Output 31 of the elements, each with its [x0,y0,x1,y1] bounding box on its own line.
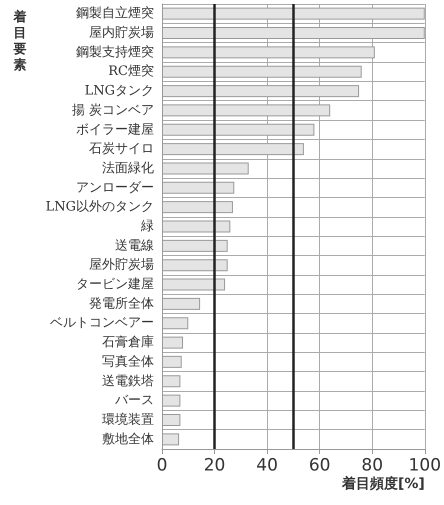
x-tick-label: 80 [361,456,384,476]
x-tick-label: 40 [256,456,278,476]
y-tick-label: タービン建屋 [76,277,154,292]
y-tick-label: 鋼製支持煙突 [76,44,154,60]
y-tick-label: 法面緑化 [102,160,154,176]
y-tick-label: LNG以外のタンク [46,200,154,215]
y-tick-label: 送電線 [115,238,154,254]
y-tick-label: ベルトコンベアー [50,316,154,331]
y-tick-label: RC煙突 [108,64,154,80]
x-axis-title: 着目頻度[%] [340,475,425,492]
y-tick-label: 鋼製自立煙突 [76,5,154,22]
y-tick-label: バース [114,393,154,408]
y-tick-label: 緑 [140,219,154,234]
y-tick-label: 送電鉄塔 [102,374,154,389]
y-tick-label: LNGタンク [84,84,154,99]
y-tick-label: 石炭サイロ [89,142,154,157]
y-tick-label: 屋内貯炭場 [89,26,154,41]
x-tick-label: 20 [204,456,226,476]
y-tick-label: 写真全体 [102,354,154,370]
y-tick-label: 揚 炭コンベア [72,102,154,118]
x-tick-label: 60 [308,456,330,476]
x-tick-label: 0 [156,456,168,476]
y-tick-label: ボイラー建屋 [76,122,154,138]
y-tick-label: 敷地全体 [102,432,154,447]
y-tick-label: 屋外貯炭場 [89,258,154,273]
y-tick-label: 発電所全体 [89,296,154,312]
y-axis-title: 着目要素 [12,10,28,74]
y-tick-label: 環境装置 [102,411,154,428]
y-tick-label: アンローダー [76,180,154,196]
x-tick-label: 100 [408,456,442,476]
y-tick-label: 石膏倉庫 [102,334,154,350]
